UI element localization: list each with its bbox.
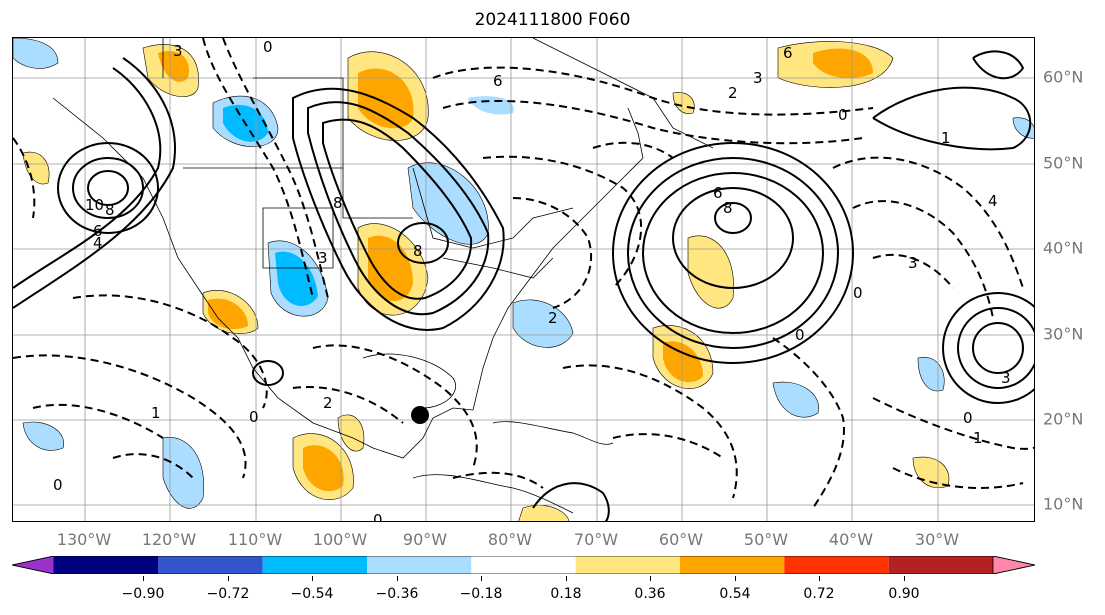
colorbar-segment xyxy=(471,556,576,574)
lat-label: 60°N xyxy=(1043,67,1084,87)
contour-label: 3 xyxy=(173,42,183,60)
lon-label: 90°W xyxy=(402,530,448,549)
lat-label: 30°N xyxy=(1043,324,1084,344)
contour-label: 1 xyxy=(973,429,983,447)
contour-label: 2 xyxy=(548,309,558,327)
contour-label: 3 xyxy=(908,254,918,272)
colorbar-segment xyxy=(367,556,472,574)
contour-label: 10 xyxy=(85,196,104,214)
contour-label: 0 xyxy=(795,326,805,344)
contour-label: 8 xyxy=(413,242,423,260)
contour-label: 1 xyxy=(151,404,161,422)
contour-label: 3 xyxy=(318,249,328,267)
colorbar-extend-high xyxy=(992,556,1035,574)
lon-label: 60°W xyxy=(658,530,704,549)
colorbar-ticks: −0.90 −0.72 −0.54 −0.36 −0.18 0.18 0.36 … xyxy=(0,576,1105,606)
lat-label: 10°N xyxy=(1043,494,1084,514)
lon-label: 130°W xyxy=(56,530,112,549)
contour-label: 2 xyxy=(728,84,738,102)
colorbar-tick-label: −0.90 xyxy=(121,586,165,602)
colorbar-segment xyxy=(680,556,785,574)
map-panel: 3 0 10 8 6 4 6 2 3 6 0 1 4 8 6 0 3 3 0 1… xyxy=(12,37,1035,522)
contour-label: 6 xyxy=(783,44,793,62)
contour-label: 0 xyxy=(963,409,973,427)
contour-label: 0 xyxy=(249,408,259,426)
contour-label: 0 xyxy=(53,476,63,494)
contour-label: 8 xyxy=(723,199,733,217)
contour-label: 0 xyxy=(263,38,273,56)
colorbar-tick-label: 0.36 xyxy=(634,586,666,602)
map-canvas: 3 0 10 8 6 4 6 2 3 6 0 1 4 8 6 0 3 3 0 1… xyxy=(13,38,1034,522)
contour-label: 3 xyxy=(753,69,763,87)
contour-label: 4 xyxy=(93,234,103,252)
colorbar-extend-low xyxy=(12,556,55,574)
graticule xyxy=(13,38,1034,521)
lon-label: 70°W xyxy=(573,530,619,549)
colorbar-tick-label: −0.36 xyxy=(375,586,419,602)
contour-label: 6 xyxy=(713,184,723,202)
lon-label: 30°W xyxy=(914,530,960,549)
contour-label: 8 xyxy=(105,201,115,219)
colorbar-segment xyxy=(784,556,889,574)
colorbar-tick-label: 0.54 xyxy=(719,586,751,602)
lon-label: 100°W xyxy=(312,530,368,549)
storm-center-dot xyxy=(411,406,429,424)
map-title: 2024111800 F060 xyxy=(474,10,631,30)
contour-label: 8 xyxy=(333,194,343,212)
colorbar-segment xyxy=(54,556,159,574)
colorbar-tick-label: −0.72 xyxy=(206,586,250,602)
colorbar-tick-label: 0.18 xyxy=(550,586,582,602)
contour-label: 2 xyxy=(323,394,333,412)
colorbar-tick-label: 0.90 xyxy=(888,586,920,602)
contour-label: 0 xyxy=(853,284,863,302)
colorbar-tick-label: −0.54 xyxy=(290,586,334,602)
solid-contours xyxy=(13,50,1034,521)
contour-labels: 3 0 10 8 6 4 6 2 3 6 0 1 4 8 6 0 3 3 0 1… xyxy=(53,38,1011,522)
colorbar xyxy=(12,556,1035,574)
contour-label: 6 xyxy=(93,222,103,240)
colorbar-tick-label: −0.18 xyxy=(459,586,503,602)
colorbar-tick-label: 0.72 xyxy=(803,586,835,602)
contour-label: 0 xyxy=(373,511,383,522)
contour-label: 3 xyxy=(1001,369,1011,387)
contour-label: 4 xyxy=(988,192,998,210)
colorbar-segment xyxy=(575,556,680,574)
contour-label: 1 xyxy=(941,129,951,147)
colorbar-segment xyxy=(888,556,993,574)
dashed-contours xyxy=(13,38,1034,509)
colorbar-segment xyxy=(262,556,367,574)
contour-label: 6 xyxy=(493,72,503,90)
lon-label: 120°W xyxy=(141,530,197,549)
lon-label: 50°W xyxy=(743,530,789,549)
colorbar-segment xyxy=(158,556,263,574)
lat-label: 20°N xyxy=(1043,409,1084,429)
lon-label: 40°W xyxy=(828,530,874,549)
lon-label: 80°W xyxy=(487,530,533,549)
lat-label: 40°N xyxy=(1043,238,1084,258)
lat-label: 50°N xyxy=(1043,153,1084,173)
contour-label: 0 xyxy=(838,106,848,124)
lon-label: 110°W xyxy=(227,530,283,549)
